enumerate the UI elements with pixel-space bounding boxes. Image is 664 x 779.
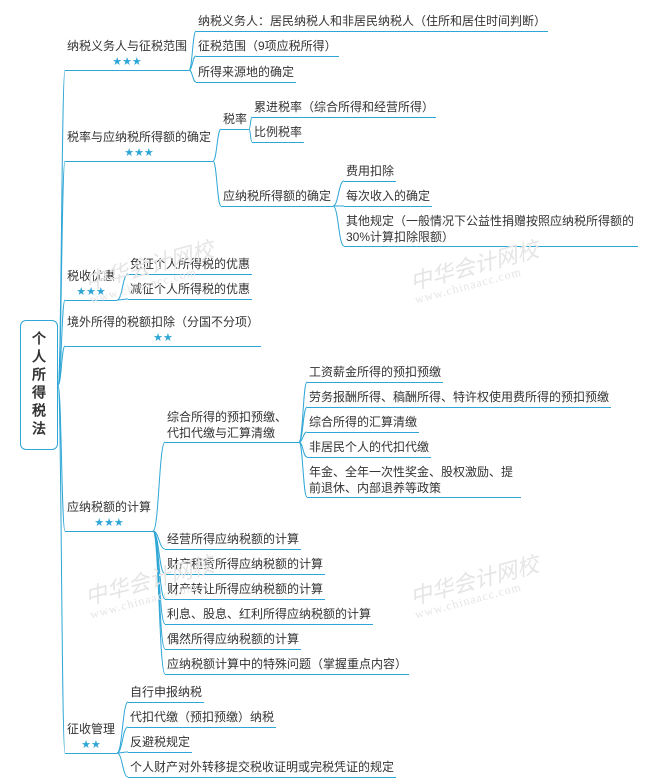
node-b3c2: 减征个人所得税的优惠 — [128, 282, 252, 300]
node-label: 征税范围（9项应税所得） — [198, 39, 337, 53]
node-label: 代扣代缴（预扣预缴）纳税 — [130, 710, 274, 724]
node-b2c2: 应纳税所得额的确定 — [221, 189, 333, 207]
node-b5c1b: 劳务报酬所得、稿酬所得、特许权使用费所得的预扣预缴 — [307, 390, 611, 408]
node-b2c1: 税率 — [221, 112, 249, 130]
node-b2: 税率与应纳税所得额的确定 ★★★ — [65, 130, 213, 162]
node-label: 利息、股息、红利所得应纳税额的计算 — [167, 607, 371, 621]
node-label: 费用扣除 — [346, 164, 394, 178]
stars-icon: ★★ — [67, 331, 259, 345]
node-b1c2: 征税范围（9项应税所得） — [196, 39, 339, 57]
node-b6c3: 反避税规定 — [128, 735, 192, 753]
node-label: 减征个人所得税的优惠 — [130, 282, 250, 296]
node-b2c2a: 费用扣除 — [344, 164, 396, 182]
watermark: 中华会计网校www.chinaacc.com — [408, 238, 544, 305]
node-label: 偶然所得应纳税额的计算 — [167, 632, 299, 646]
node-b5c1c: 综合所得的汇算清缴 — [307, 415, 419, 433]
node-label: 每次收入的确定 — [346, 189, 430, 203]
stars-icon: ★★★ — [67, 55, 187, 69]
node-label: 工资薪金所得的预扣预缴 — [309, 365, 441, 379]
node-label: 财产租赁所得应纳税额的计算 — [167, 557, 323, 571]
node-label: 非居民个人的代扣代缴 — [309, 440, 429, 454]
node-label: 财产转让所得应纳税额的计算 — [167, 582, 323, 596]
stars-icon: ★★★ — [67, 516, 151, 530]
node-label: 累进税率（综合所得和经营所得） — [254, 100, 434, 114]
node-b1c1: 纳税义务人：居民纳税人和非居民纳税人（住所和居住时间判断） — [196, 14, 548, 32]
root-label: 个人所得税法 — [31, 331, 47, 439]
node-b5c3: 财产租赁所得应纳税额的计算 — [165, 557, 325, 575]
node-label: 所得来源地的确定 — [198, 65, 294, 79]
node-label: 反避税规定 — [130, 735, 190, 749]
node-label: 应纳税所得额的确定 — [223, 189, 331, 203]
node-b1c3: 所得来源地的确定 — [196, 65, 296, 83]
node-label: 年金、全年一次性奖金、股权激励、提前退休、内部退养等政策 — [309, 465, 513, 495]
node-b6c1: 自行申报纳税 — [128, 685, 204, 703]
node-b5c1e: 年金、全年一次性奖金、股权激励、提前退休、内部退养等政策 — [307, 465, 521, 498]
node-label: 应纳税额计算中的特殊问题（掌握重点内容） — [167, 657, 407, 671]
watermark: 中华会计网校www.chinaacc.com — [408, 553, 544, 620]
node-b5c1a: 工资薪金所得的预扣预缴 — [307, 365, 443, 383]
node-label: 税率与应纳税所得额的确定 — [67, 130, 211, 144]
node-label: 税率 — [223, 112, 247, 126]
node-b3c1: 免征个人所得税的优惠 — [128, 257, 252, 275]
node-label: 纳税义务人：居民纳税人和非居民纳税人（住所和居住时间判断） — [198, 14, 546, 28]
node-b5: 应纳税额的计算 ★★★ — [65, 500, 153, 532]
node-b5c5: 利息、股息、红利所得应纳税额的计算 — [165, 607, 373, 625]
node-b2c2b: 每次收入的确定 — [344, 189, 432, 207]
watermark-main: 中华会计网校 — [407, 552, 541, 610]
watermark-sub: www.chinaacc.com — [414, 260, 545, 306]
node-b2c2c: 其他规定（一般情况下公益性捐赠按照应纳税所得额的30%计算扣除限额） — [344, 214, 638, 247]
node-b6: 征收管理 ★★ — [65, 722, 117, 754]
watermark-sub: www.chinaacc.com — [414, 575, 545, 621]
node-b3: 税收优惠 ★★★ — [65, 269, 117, 301]
node-b5c7: 应纳税额计算中的特殊问题（掌握重点内容） — [165, 657, 409, 675]
node-b6c2: 代扣代缴（预扣预缴）纳税 — [128, 710, 276, 728]
node-b5c2: 经营所得应纳税额的计算 — [165, 532, 301, 550]
node-label: 个人财产对外转移提交税收证明或完税凭证的规定 — [130, 760, 394, 774]
root-node: 个人所得税法 — [20, 320, 58, 450]
node-label: 比例税率 — [254, 125, 302, 139]
node-b2c1b: 比例税率 — [252, 125, 304, 143]
stars-icon: ★★★ — [67, 285, 115, 299]
node-label: 征收管理 — [67, 722, 115, 736]
node-label: 自行申报纳税 — [130, 685, 202, 699]
node-label: 境外所得的税额扣除（分国不分项） — [67, 315, 259, 329]
node-b5c1d: 非居民个人的代扣代缴 — [307, 440, 431, 458]
node-label: 综合所得的汇算清缴 — [309, 415, 417, 429]
node-b5c1: 综合所得的预扣预缴、代扣代缴与汇算清缴 — [165, 410, 299, 443]
stars-icon: ★★★ — [67, 146, 211, 160]
node-b2c1a: 累进税率（综合所得和经营所得） — [252, 100, 436, 118]
node-label: 经营所得应纳税额的计算 — [167, 532, 299, 546]
node-label: 应纳税额的计算 — [67, 500, 151, 514]
node-label: 纳税义务人与征税范围 — [67, 39, 187, 53]
node-b6c4: 个人财产对外转移提交税收证明或完税凭证的规定 — [128, 760, 396, 778]
node-label: 其他规定（一般情况下公益性捐赠按照应纳税所得额的30%计算扣除限额） — [346, 214, 634, 244]
node-b1: 纳税义务人与征税范围 ★★★ — [65, 39, 189, 71]
node-b4: 境外所得的税额扣除（分国不分项） ★★ — [65, 315, 261, 347]
node-b5c6: 偶然所得应纳税额的计算 — [165, 632, 301, 650]
node-label: 劳务报酬所得、稿酬所得、特许权使用费所得的预扣预缴 — [309, 390, 609, 404]
node-label: 免征个人所得税的优惠 — [130, 257, 250, 271]
node-label: 综合所得的预扣预缴、代扣代缴与汇算清缴 — [167, 410, 287, 440]
node-b5c4: 财产转让所得应纳税额的计算 — [165, 582, 325, 600]
stars-icon: ★★ — [67, 738, 115, 752]
node-label: 税收优惠 — [67, 269, 115, 283]
